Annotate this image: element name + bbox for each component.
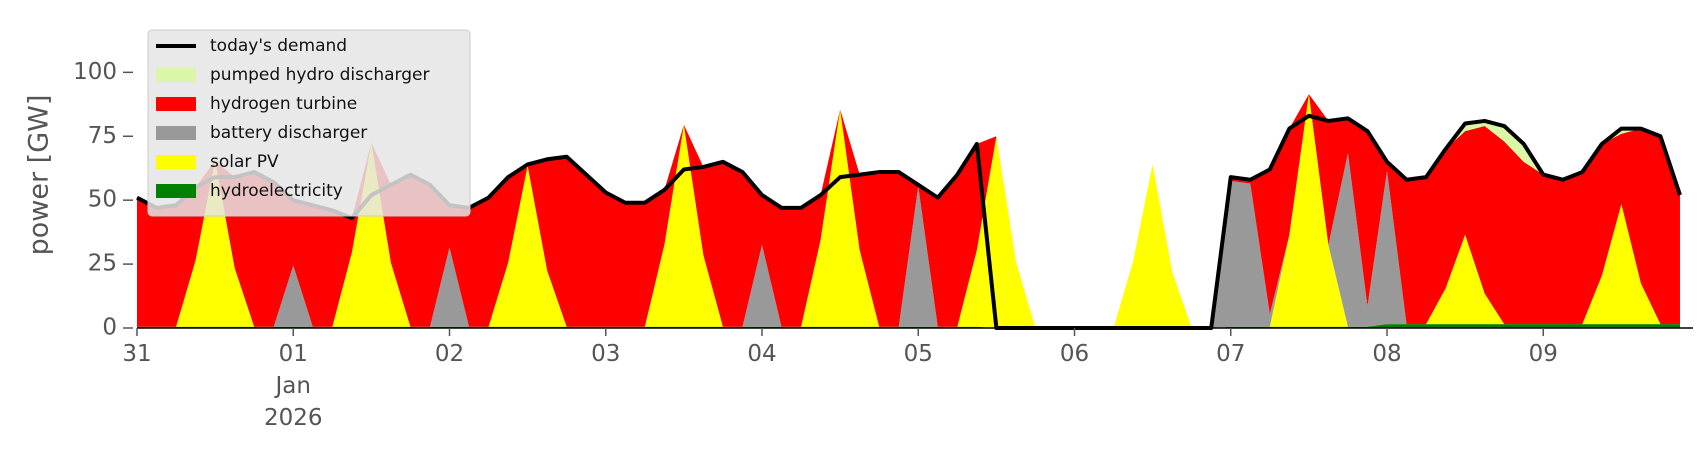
y-tick-label: 100 — [73, 59, 117, 85]
x-tick-label: 04 — [747, 341, 777, 367]
area — [137, 94, 1680, 328]
y-axis-label: power [GW] — [24, 95, 55, 256]
x-tick-label: 05 — [903, 341, 933, 367]
y-tick-label: 25 — [88, 251, 117, 277]
legend-label: hydroelectricity — [210, 181, 343, 201]
x-tick-label: 07 — [1216, 341, 1246, 367]
legend-label: today's demand — [210, 36, 347, 56]
y-tick-label: 0 — [102, 315, 117, 341]
y-tick-label: 75 — [88, 123, 117, 149]
x-tick-label: 01 Jan 2026 — [263, 341, 323, 431]
x-tick-label: 06 — [1059, 341, 1090, 367]
legend-swatch — [156, 97, 196, 111]
x-tick-label: 02 — [434, 341, 465, 367]
legend-label: solar PV — [210, 152, 279, 172]
legend-swatch — [156, 68, 196, 82]
legend-label: hydrogen turbine — [210, 94, 357, 114]
x-tick-label: 08 — [1372, 341, 1402, 367]
area — [137, 94, 1680, 328]
legend-box — [147, 29, 471, 217]
legend-label: pumped hydro discharger — [210, 65, 429, 85]
legend-swatch — [156, 184, 196, 198]
x-tick-label: 09 — [1528, 341, 1558, 367]
legend-swatch — [156, 155, 196, 169]
x-tick-label: 31 — [122, 341, 152, 367]
y-tick-label: 50 — [88, 187, 117, 213]
legend-label: battery discharger — [210, 123, 367, 143]
area — [137, 94, 1680, 328]
legend-swatch — [156, 126, 196, 140]
x-tick-label: 03 — [591, 341, 621, 367]
area — [137, 324, 1680, 328]
